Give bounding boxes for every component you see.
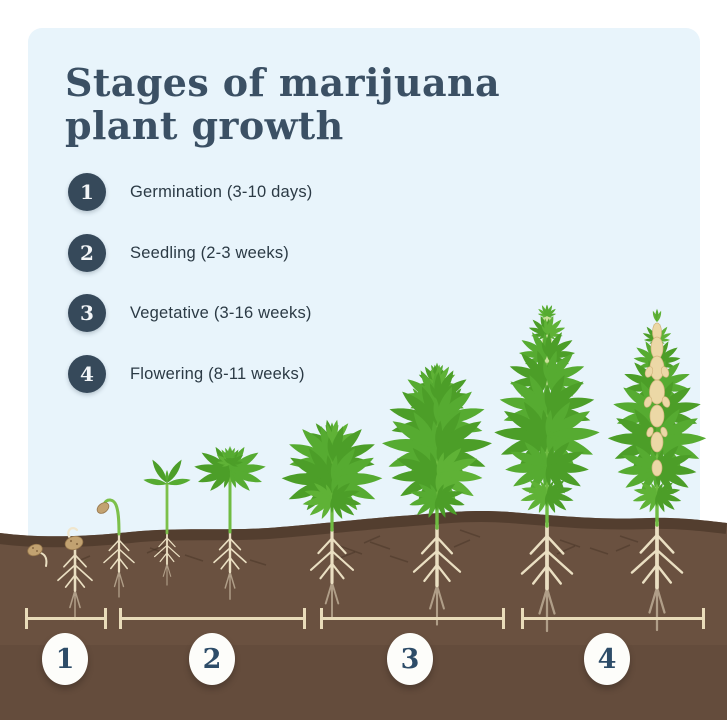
legend-label: Flowering (8-11 weeks) bbox=[130, 364, 305, 383]
page-title: Stages of marijuana plant growth bbox=[65, 60, 501, 148]
plant-vegetative bbox=[279, 412, 386, 620]
legend-item-germination: 1 Germination (3-10 days) bbox=[68, 173, 313, 211]
legend-number-badge: 2 bbox=[68, 234, 106, 272]
legend-number-badge: 1 bbox=[68, 173, 106, 211]
plant-young-veg bbox=[191, 443, 268, 601]
plant-seed bbox=[27, 543, 48, 567]
legend-item-vegetative: 3 Vegetative (3-16 weeks) bbox=[68, 294, 312, 332]
legend-label: Vegetative (3-16 weeks) bbox=[130, 303, 312, 322]
timeline-stage-badge-3: 3 bbox=[387, 633, 433, 685]
plant-sprout bbox=[96, 498, 136, 599]
timeline-stage-badge-4: 4 bbox=[584, 633, 630, 685]
legend-item-flowering: 4 Flowering (8-11 weeks) bbox=[68, 355, 305, 393]
plant-seedling bbox=[142, 457, 192, 587]
timeline-bracket-4 bbox=[521, 608, 705, 629]
legend-number-badge: 4 bbox=[68, 355, 106, 393]
legend-label: Germination (3-10 days) bbox=[130, 182, 313, 201]
timeline-bracket-3 bbox=[320, 608, 505, 629]
legend-number-badge: 3 bbox=[68, 294, 106, 332]
plant-late-vegetative bbox=[379, 359, 495, 627]
timeline-stage-badge-1: 1 bbox=[42, 633, 88, 685]
timeline-stage-badge-2: 2 bbox=[189, 633, 235, 685]
legend-item-seedling: 2 Seedling (2-3 weeks) bbox=[68, 234, 289, 272]
plant-germinated-seed bbox=[56, 527, 94, 621]
flower-buds bbox=[643, 322, 671, 477]
plant-flowering bbox=[607, 308, 708, 632]
legend-label: Seedling (2-3 weeks) bbox=[130, 243, 289, 262]
timeline-bracket-2 bbox=[119, 608, 306, 629]
timeline-bracket-1 bbox=[25, 608, 107, 629]
plant-preflower bbox=[492, 302, 602, 633]
soil-hatch-2 bbox=[75, 535, 631, 563]
